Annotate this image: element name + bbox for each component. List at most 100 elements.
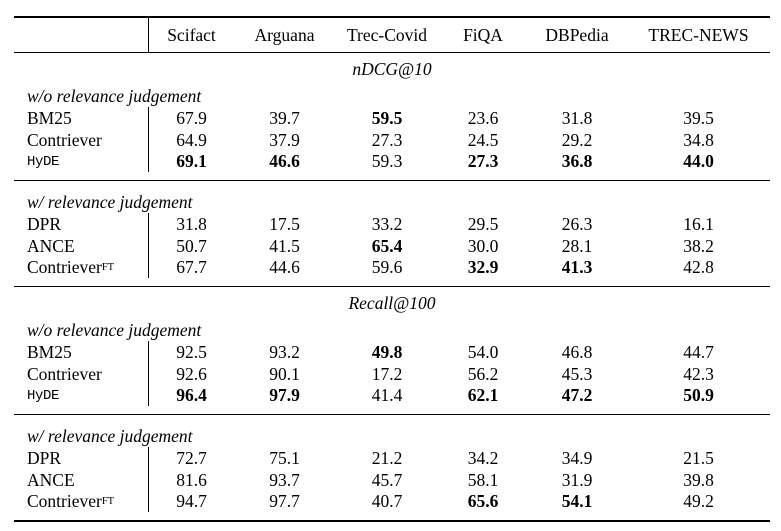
row-label-cell: ANCE [14,469,149,491]
data-cell: 62.1 [467,385,499,405]
column-header: TREC-NEWS [648,24,749,45]
data-cell: 37.9 [269,129,300,150]
results-table: Scifact Arguana Trec-Covid FiQA DBPedia TREC-… [14,16,770,522]
method-name: DPR [27,213,62,234]
data-cell: 36.8 [561,151,593,171]
row-label-cell: Contriever FT [14,491,149,512]
data-cell: 27.3 [467,151,499,171]
data-cell: 28.1 [561,235,593,256]
row-label-cell: Contriever [14,129,149,151]
bottom-rule [14,520,770,522]
data-cell: 27.3 [371,129,403,150]
column-header: Arguana [254,24,315,45]
table-row: HyDE 96.4 97.9 41.4 62.1 47.2 50.9 [14,385,770,414]
data-cell: 97.9 [269,385,300,405]
data-cell: 30.0 [467,235,499,256]
table-row: Contriever 92.6 90.1 17.2 56.2 45.3 42.3 [14,363,770,385]
data-cell: 39.8 [683,469,714,490]
data-cell: 47.2 [561,385,593,405]
data-cell: 42.8 [683,257,714,277]
method-name: Contriever [27,363,102,384]
group-label: w/ relevance judgement [27,426,193,446]
table-row: BM25 67.9 39.7 59.5 23.6 31.8 39.5 [14,107,770,129]
data-cell: 46.6 [269,151,300,171]
data-cell: 17.2 [371,363,403,384]
data-cell: 59.3 [371,151,403,171]
row-label-cell: DPR [14,213,149,235]
data-cell: 31.9 [561,469,593,490]
table-row: Contriever FT 67.7 44.6 59.6 32.9 41.3 42.8 [14,257,770,286]
header-empty-cell [14,18,149,52]
data-cell: 93.2 [269,341,300,362]
data-cell: 49.8 [371,341,403,362]
data-cell: 44.6 [269,257,300,277]
data-cell: 94.7 [176,491,207,511]
data-cell: 39.5 [683,107,714,128]
data-cell: 33.2 [371,213,403,234]
group-label: w/ relevance judgement [27,192,193,212]
data-cell: 34.2 [467,447,499,468]
data-cell: 67.9 [176,107,207,128]
data-cell: 56.2 [467,363,499,384]
method-name: BM25 [27,107,72,128]
table-row: Contriever FT 94.7 97.7 40.7 65.6 54.1 49.2 [14,491,770,520]
data-cell: 97.7 [269,491,300,511]
section-rule [14,180,770,181]
data-cell: 24.5 [467,129,499,150]
data-cell: 29.2 [561,129,593,150]
method-name: Contriever [27,257,102,277]
column-header: DBPedia [545,24,609,45]
header-rule [14,52,770,53]
method-name: HyDE [27,387,60,404]
data-cell: 40.7 [371,491,403,511]
data-cell: 45.3 [561,363,593,384]
row-label-cell: DPR [14,447,149,469]
data-cell: 44.7 [683,341,714,362]
row-label-cell: Contriever FT [14,257,149,278]
column-header: Trec-Covid [346,24,428,45]
data-cell: 96.4 [176,385,207,405]
row-label-cell: ANCE [14,235,149,257]
row-label-cell: BM25 [14,107,149,129]
data-cell: 41.3 [561,257,593,277]
data-cell: 46.8 [561,341,593,362]
data-cell: 50.9 [683,385,714,405]
data-cell: 41.5 [269,235,300,256]
row-label-cell: Contriever [14,363,149,385]
method-name: DPR [27,447,62,468]
method-name: Contriever [27,491,102,511]
column-header: FiQA [463,24,503,45]
metric-title: nDCG@10 [352,59,432,79]
data-cell: 67.7 [176,257,207,277]
data-cell: 44.0 [683,151,714,171]
data-cell: 29.5 [467,213,499,234]
data-cell: 93.7 [269,469,300,490]
data-cell: 34.8 [683,129,714,150]
data-cell: 65.4 [371,235,403,256]
data-cell: 38.2 [683,235,714,256]
data-cell: 92.6 [176,363,207,384]
column-header: Scifact [167,24,216,45]
section-rule [14,286,770,287]
data-cell: 50.7 [176,235,207,256]
row-label-cell: HyDE [14,151,149,172]
data-cell: 39.7 [269,107,300,128]
data-cell: 49.2 [683,491,714,511]
data-cell: 21.5 [683,447,714,468]
data-cell: 81.6 [176,469,207,490]
data-cell: 42.3 [683,363,714,384]
table-row: ANCE 81.6 93.7 45.7 58.1 31.9 39.8 [14,469,770,491]
method-name: ANCE [27,469,75,490]
data-cell: 21.2 [371,447,403,468]
table-row: ANCE 50.7 41.5 65.4 30.0 28.1 38.2 [14,235,770,257]
data-cell: 59.5 [371,107,403,128]
row-label-cell: BM25 [14,341,149,363]
data-cell: 54.1 [561,491,593,511]
table-row: BM25 92.5 93.2 49.8 54.0 46.8 44.7 [14,341,770,363]
section-rule [14,414,770,415]
data-cell: 69.1 [176,151,207,171]
data-cell: 92.5 [176,341,207,362]
row-label-cell: HyDE [14,385,149,406]
group-label: w/o relevance judgement [27,86,202,106]
data-cell: 54.0 [467,341,499,362]
